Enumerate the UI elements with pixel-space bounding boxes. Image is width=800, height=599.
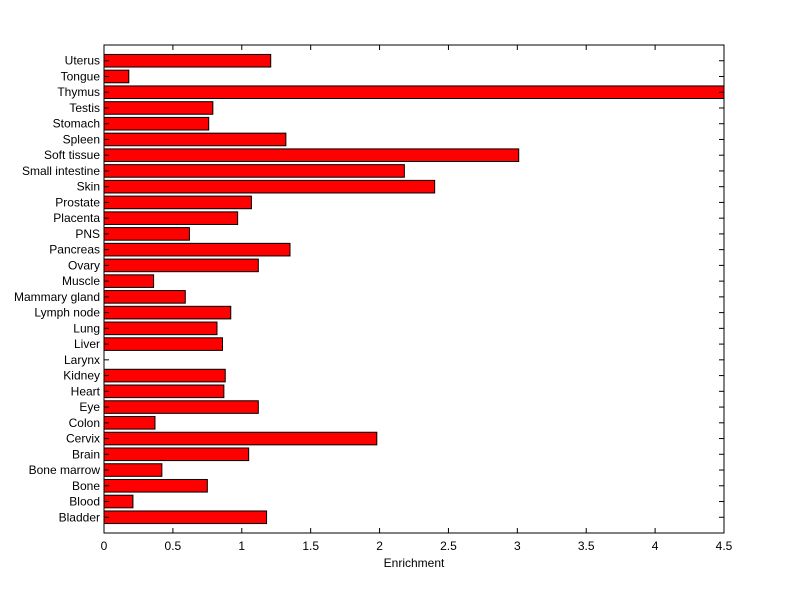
x-tick-label-0: 0 [101, 539, 108, 553]
bar-cervix [103, 431, 378, 446]
bar-pancreas [103, 242, 291, 257]
y-tick-label-pancreas: Pancreas [49, 243, 100, 257]
x-tick-label-7: 3.5 [578, 539, 595, 553]
y-tick-label-spleen: Spleen [63, 132, 100, 146]
y-tick-label-colon: Colon [69, 416, 100, 430]
y-tick-label-eye: Eye [79, 400, 100, 414]
bar-testis [103, 101, 214, 115]
bar-small-intestine [103, 164, 405, 178]
bar-eye [103, 400, 259, 414]
y-tick-label-bone-marrow: Bone marrow [29, 463, 101, 477]
y-tick-label-larynx: Larynx [64, 353, 100, 367]
x-tick-label-5: 2.5 [440, 539, 457, 553]
bar-bone-marrow [103, 463, 163, 477]
y-tick-label-thymus: Thymus [57, 85, 100, 99]
bar-placenta [103, 211, 239, 225]
y-tick-label-liver: Liver [74, 337, 100, 351]
y-tick-label-bone: Bone [72, 479, 100, 493]
x-ticks-group: 0 0.5 1 1.5 2 2.5 3 3.5 4 4.5 [101, 45, 733, 553]
bar-brain [103, 447, 250, 462]
y-tick-label-pns: PNS [75, 227, 100, 241]
bar-colon [103, 416, 156, 430]
y-tick-label-cervix: Cervix [66, 432, 100, 446]
y-tick-label-ovary: Ovary [68, 258, 100, 272]
y-tick-label-blood: Blood [69, 495, 100, 509]
y-tick-label-placenta: Placenta [53, 211, 100, 225]
x-tick-label-8: 4 [652, 539, 659, 553]
bar-heart [103, 384, 225, 399]
x-tick-label-4: 2 [376, 539, 383, 553]
bar-bladder [103, 510, 268, 525]
bar-prostate [103, 195, 252, 210]
bar-thymus [103, 85, 725, 100]
y-tick-label-uterus: Uterus [65, 54, 100, 68]
x-axis-title: Enrichment [384, 556, 445, 570]
bar-lung [103, 321, 218, 336]
x-tick-label-6: 3 [514, 539, 521, 553]
x-tick-label-9: 4.5 [716, 539, 733, 553]
bar-ovary [103, 258, 259, 273]
bar-muscle [103, 274, 155, 288]
y-tick-label-stomach: Stomach [53, 117, 100, 131]
y-tick-label-lung: Lung [73, 321, 100, 335]
y-tick-label-bladder: Bladder [59, 510, 100, 524]
y-tick-label-testis: Testis [69, 101, 100, 115]
x-tick-label-1: 0.5 [165, 539, 182, 553]
y-tick-label-tongue: Tongue [61, 69, 101, 83]
y-tick-label-brain: Brain [72, 447, 100, 461]
y-tick-label-heart: Heart [71, 384, 101, 398]
y-tick-label-small-intestine: Small intestine [22, 164, 100, 178]
plot-frame [103, 44, 725, 534]
y-tick-label-kidney: Kidney [63, 369, 100, 383]
bar-kidney [103, 368, 226, 383]
y-tick-label-muscle: Muscle [62, 274, 100, 288]
bar-uterus [103, 53, 272, 68]
y-tick-label-prostate: Prostate [55, 195, 100, 209]
bar-bone [103, 478, 208, 493]
x-tick-label-3: 1.5 [302, 539, 319, 553]
bar-stomach [103, 116, 210, 131]
x-tick-label-2: 1 [238, 539, 245, 553]
y-tick-label-lymph-node: Lymph node [34, 306, 100, 320]
bar-spleen [103, 132, 287, 147]
bar-skin [103, 179, 436, 194]
y-tick-label-skin: Skin [77, 180, 100, 194]
y-tick-label-mammary-gland: Mammary gland [14, 290, 100, 304]
bar-liver [103, 337, 223, 351]
bar-pns [103, 227, 190, 241]
bar-mammary-gland [103, 290, 186, 304]
bar-lymph-node [103, 305, 232, 320]
y-tick-label-soft-tissue: Soft tissue [44, 148, 100, 162]
bar-soft-tissue [103, 148, 520, 162]
